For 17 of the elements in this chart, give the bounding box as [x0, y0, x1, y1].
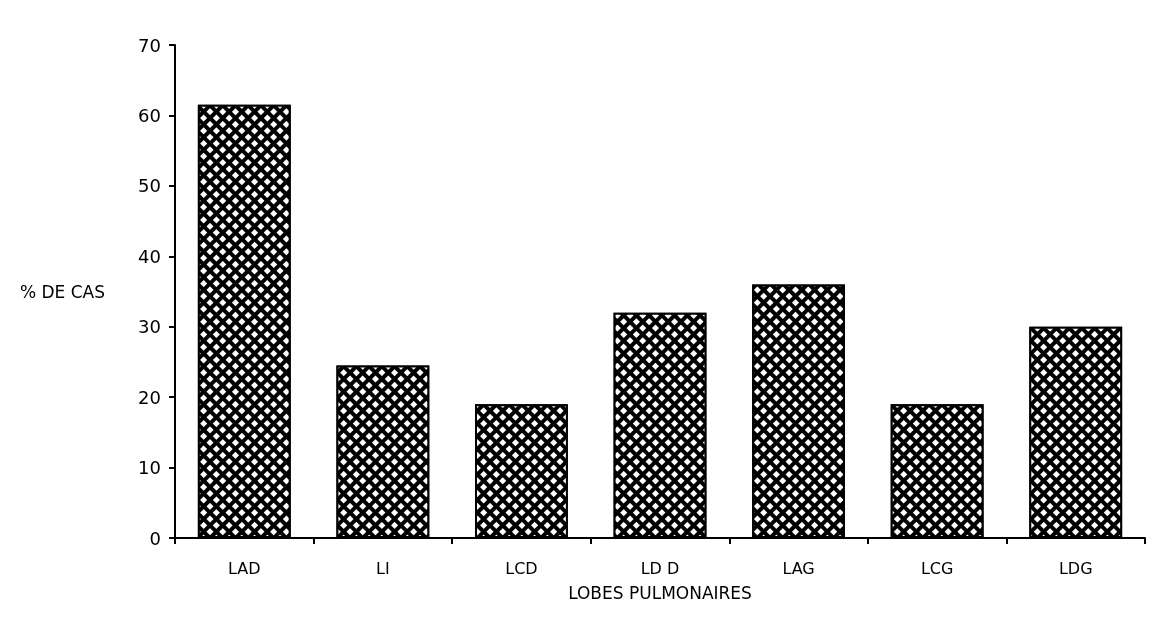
y-tick-label: 30	[138, 316, 161, 338]
x-tick-label: LI	[376, 558, 390, 578]
x-tick-label: LDG	[1058, 558, 1093, 578]
y-tick-label: 60	[138, 104, 161, 126]
x-axis-title: LOBES PULMONAIRES	[568, 582, 752, 603]
x-tick-label: LAG	[782, 558, 815, 578]
y-tick-label: 70	[138, 34, 161, 56]
y-tick-label: 0	[149, 527, 161, 549]
y-axis-title: % DE CAS	[19, 281, 105, 302]
x-tick-label: LCD	[505, 558, 538, 578]
y-tick-label: 20	[138, 386, 161, 408]
x-tick-label: LAD	[228, 558, 261, 578]
x-tick-label: LD D	[640, 558, 680, 578]
x-tick-label: LCG	[920, 558, 954, 578]
y-tick-label: 10	[138, 457, 161, 479]
y-tick-label: 50	[138, 175, 161, 197]
y-tick-label: 40	[138, 245, 161, 267]
